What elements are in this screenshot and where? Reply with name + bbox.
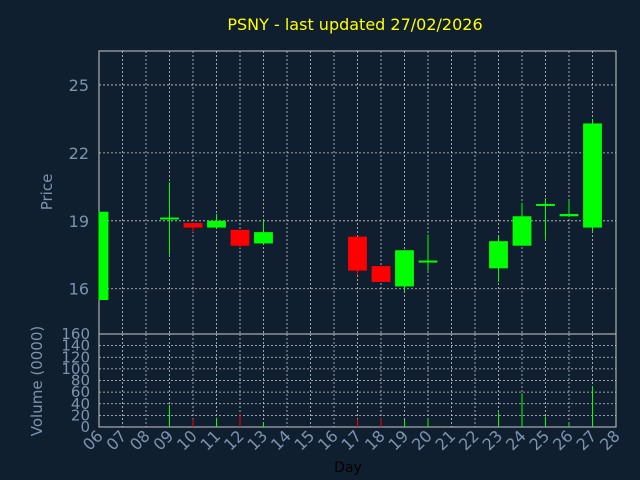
volume-tick-label: 100 (61, 360, 90, 378)
candle-body (512, 216, 532, 246)
candle-body (489, 241, 508, 269)
volume-tick-label: 80 (71, 372, 90, 390)
volume-tick-label: 0 (80, 418, 90, 436)
price-tick-label: 25 (69, 76, 89, 95)
volume-tick-label: 140 (61, 337, 90, 355)
price-tick-label: 16 (69, 280, 89, 299)
candle-body (348, 236, 367, 271)
volume-axis-label: Volume (0000) (28, 326, 46, 436)
price-axis-label: Price (38, 174, 56, 211)
volume-tick-label: 60 (71, 383, 90, 401)
candle-body (207, 220, 226, 228)
price-tick-label: 19 (69, 212, 89, 231)
candle-body (160, 217, 179, 220)
candle-body (395, 250, 414, 287)
volume-tick-label: 20 (71, 406, 90, 424)
x-tick-labels: 0607080910111213141516171819202122232425… (79, 426, 624, 454)
volume-tick-label: 160 (61, 325, 90, 343)
x-tick-label: 28 (596, 426, 624, 454)
candle-body (583, 123, 602, 228)
volume-tick-label: 40 (71, 395, 90, 413)
volume-tick-label: 120 (61, 348, 90, 366)
candle-body (536, 203, 555, 206)
candle-body (183, 223, 203, 228)
candle-body (418, 260, 438, 263)
price-panel: 16 19 22 25 (69, 50, 617, 335)
price-tick-label: 22 (69, 144, 89, 163)
candle-body (99, 211, 109, 301)
candle-body (559, 214, 579, 217)
x-axis-label: Day (334, 460, 362, 476)
chart-title: PSNY - last updated 27/02/2026 (227, 15, 482, 34)
candle-body (371, 266, 391, 282)
candle-body (254, 232, 273, 244)
candle-body (230, 229, 250, 246)
